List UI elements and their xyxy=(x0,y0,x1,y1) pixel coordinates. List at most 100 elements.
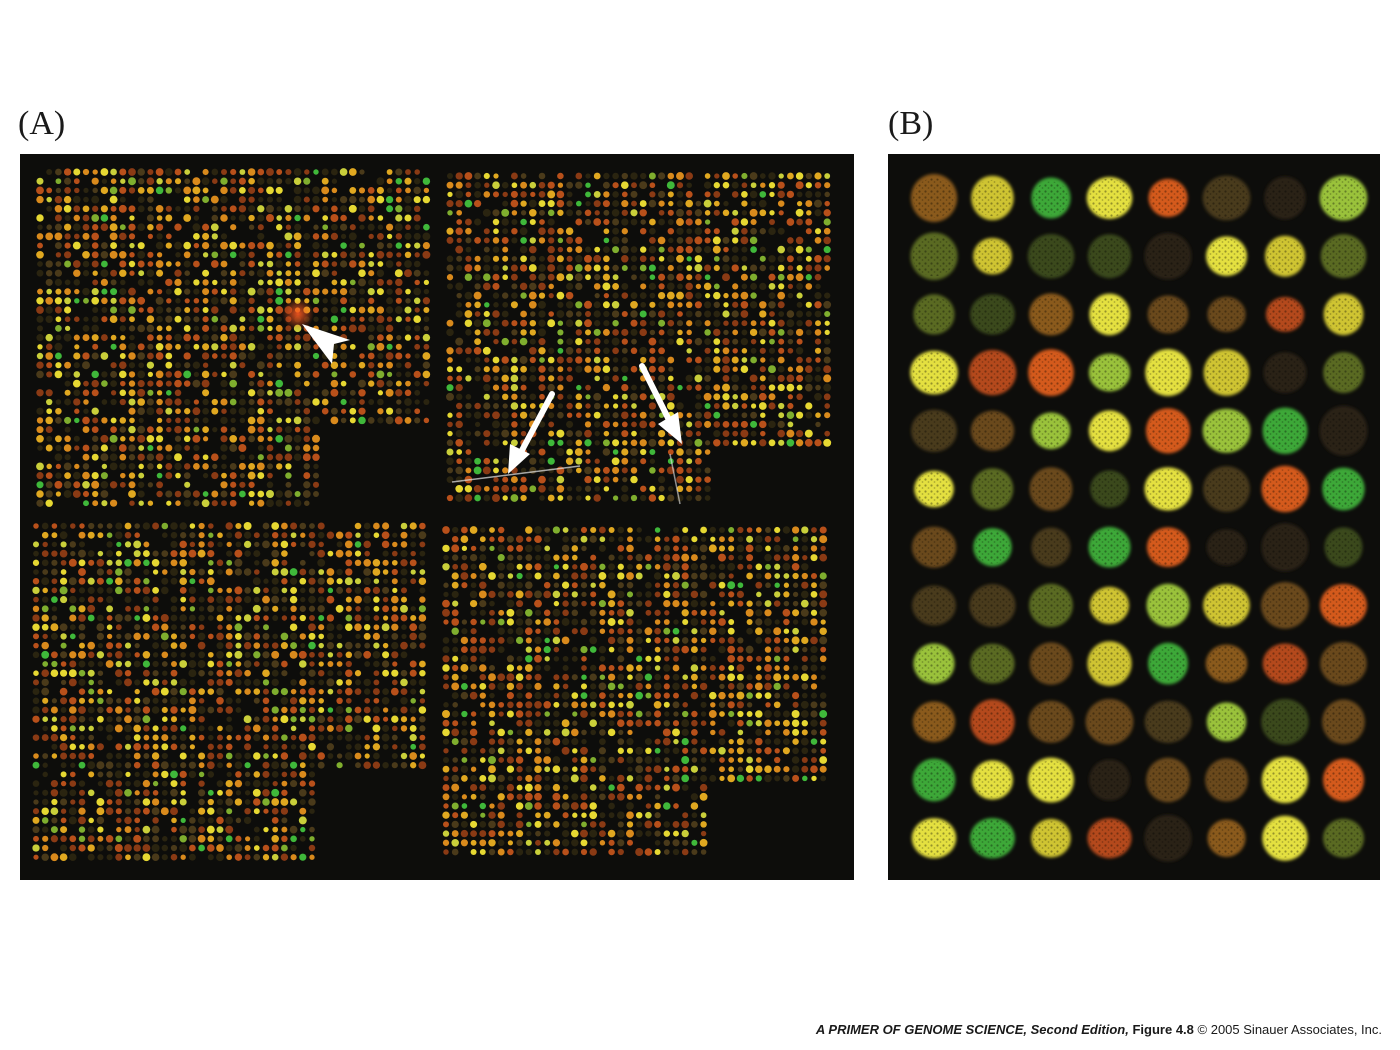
array-spot xyxy=(400,587,408,594)
array-spot xyxy=(709,609,717,617)
array-spot xyxy=(174,362,182,369)
array-spot xyxy=(161,706,168,714)
array-spot xyxy=(556,429,565,438)
array-spot xyxy=(156,407,164,415)
array-spot xyxy=(636,793,643,800)
array-spot xyxy=(70,771,76,778)
array-spot xyxy=(197,632,206,641)
array-spot xyxy=(723,200,729,207)
array-spot xyxy=(299,780,306,787)
array-spot xyxy=(819,627,827,635)
array-spot xyxy=(520,393,527,400)
array-spot xyxy=(562,591,569,598)
array-spot xyxy=(621,265,628,271)
array-spot xyxy=(165,361,173,369)
array-spot xyxy=(703,245,712,254)
array-spot xyxy=(593,310,601,318)
array-spot xyxy=(443,748,449,754)
array-spot xyxy=(764,609,772,617)
array-spot xyxy=(234,586,243,595)
array-spot xyxy=(344,577,353,586)
array-spot xyxy=(565,291,574,300)
array-spot xyxy=(348,168,357,176)
array-spot xyxy=(87,550,95,557)
array-spot xyxy=(455,227,463,235)
array-spot xyxy=(171,799,177,805)
array-spot xyxy=(128,472,136,479)
array-spot xyxy=(137,296,146,305)
array-spot xyxy=(649,485,656,492)
array-spot xyxy=(82,389,90,397)
array-spot xyxy=(535,711,541,717)
array-spot xyxy=(465,347,472,355)
array-spot xyxy=(201,241,210,250)
array-spot xyxy=(580,765,588,774)
array-spot xyxy=(700,619,707,625)
array-spot xyxy=(585,191,591,198)
array-spot xyxy=(165,454,172,461)
array-spot xyxy=(174,223,182,231)
array-spot xyxy=(33,569,39,575)
array-spot xyxy=(271,844,279,852)
array-spot xyxy=(392,532,398,538)
array-spot xyxy=(60,780,67,787)
array-spot xyxy=(100,444,109,452)
array-spot xyxy=(395,380,402,387)
array-spot xyxy=(814,254,822,263)
array-spot xyxy=(649,411,656,419)
array-spot xyxy=(382,743,389,750)
array-spot xyxy=(312,269,320,278)
array-spot xyxy=(796,218,803,226)
array-spot xyxy=(801,526,809,534)
array-spot xyxy=(299,697,307,705)
array-spot xyxy=(193,205,200,212)
array-spot xyxy=(165,325,172,332)
array-spot xyxy=(685,190,693,198)
array-spot xyxy=(483,264,491,272)
array-spot xyxy=(207,541,215,548)
array-spot xyxy=(179,844,188,852)
array-spot xyxy=(189,651,196,658)
array-spot xyxy=(823,365,832,374)
array-spot xyxy=(446,264,454,272)
array-spot xyxy=(243,540,252,549)
array-spot xyxy=(599,692,606,699)
array-spot xyxy=(109,481,118,489)
array-spot xyxy=(202,436,209,442)
array-spot xyxy=(87,761,96,770)
array-spot xyxy=(335,724,344,733)
array-spot xyxy=(759,264,767,272)
array-spot xyxy=(184,398,191,406)
array-spot xyxy=(216,642,224,650)
array-spot xyxy=(782,526,791,534)
array-spot xyxy=(580,646,588,654)
array-spot xyxy=(45,296,54,305)
array-spot xyxy=(78,835,86,843)
array-spot xyxy=(452,563,459,570)
array-spot xyxy=(796,356,803,364)
array-spot xyxy=(106,541,113,548)
array-spot xyxy=(257,261,264,267)
array-spot xyxy=(663,664,671,672)
array-spot xyxy=(42,762,48,768)
array-spot xyxy=(60,844,68,852)
array-spot xyxy=(547,457,555,465)
array-spot xyxy=(681,683,689,690)
array-spot xyxy=(303,287,311,296)
array-spot xyxy=(193,325,200,332)
array-spot xyxy=(202,269,210,277)
array-spot xyxy=(239,435,246,443)
array-spot xyxy=(535,628,541,634)
array-spot xyxy=(492,273,500,281)
array-spot xyxy=(740,365,749,373)
array-spot xyxy=(501,356,509,364)
array-spot xyxy=(451,609,459,617)
array-spot xyxy=(534,664,542,672)
array-spot xyxy=(520,191,527,198)
array-spot xyxy=(704,173,711,179)
array-spot xyxy=(275,296,284,305)
array-spot xyxy=(170,780,178,788)
array-spot xyxy=(626,738,634,746)
array-spot xyxy=(653,572,662,580)
array-spot xyxy=(506,664,515,672)
